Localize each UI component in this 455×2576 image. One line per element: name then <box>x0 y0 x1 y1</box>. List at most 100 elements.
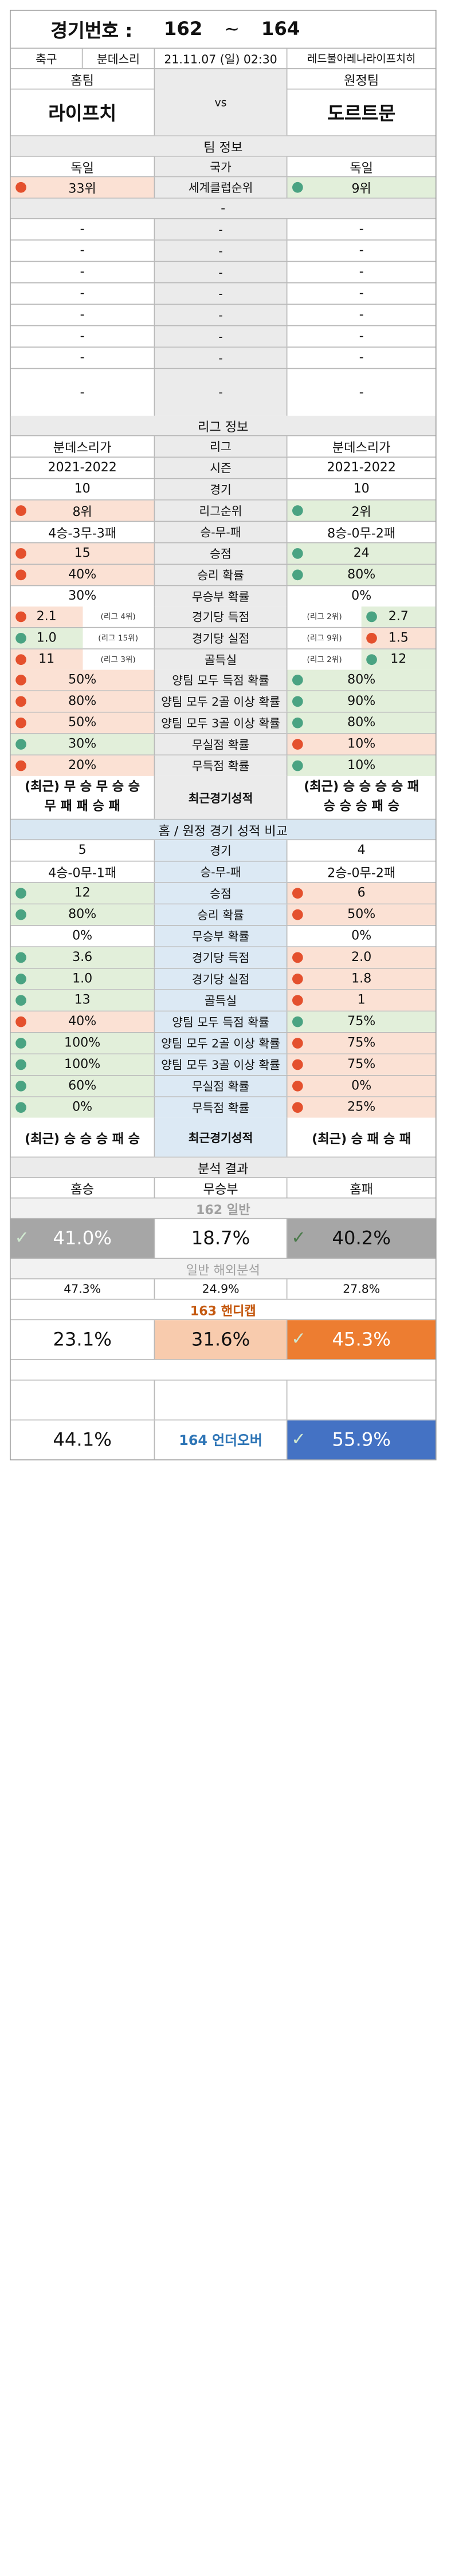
away-value: 80% <box>347 568 376 582</box>
home-value: 1.0 <box>72 971 93 987</box>
indicator-dot <box>15 888 26 899</box>
stat-row: 3.6 경기당 득점 2.0 <box>10 947 436 969</box>
indicator-dot <box>15 995 26 1006</box>
away-value: 2위 <box>351 505 371 520</box>
away-team-label: 원정팀 <box>287 69 436 90</box>
indicator-dot <box>292 1038 303 1049</box>
indicator-dot <box>366 654 377 665</box>
away-value: 2승-0무-2패 <box>327 866 396 881</box>
away-recent-line2: 승 승 승 패 승 <box>323 799 399 814</box>
home-league-rank-note: (리그 4위) <box>100 612 136 621</box>
stat-label: 경기당 득점 <box>191 951 250 965</box>
dash-cell: - <box>155 262 288 282</box>
home-value: 12 <box>74 886 91 901</box>
home-value: 11 <box>38 652 55 667</box>
indicator-dot <box>366 633 377 644</box>
ha-compare-header: 홈 / 원정 경기 성적 비교 <box>10 820 436 841</box>
home-value: 40% <box>68 1014 97 1029</box>
indicator-dot <box>15 909 26 920</box>
stat-row: 60% 무실점 확률 0% <box>10 1076 436 1097</box>
spacer-row <box>10 1360 436 1381</box>
away-value: 8승-0무-2패 <box>327 526 396 542</box>
away-value: 0% <box>351 589 372 604</box>
away-value: 50% <box>347 907 376 922</box>
dash-cell: - <box>359 222 364 237</box>
home-value: 60% <box>68 1078 97 1094</box>
blank-row: --- <box>10 283 436 305</box>
indicator-dot <box>292 909 303 920</box>
dash-cell: - <box>155 219 288 240</box>
stat-label: 경기당 실점 <box>191 632 250 646</box>
away-value: 75% <box>347 1035 376 1051</box>
stat-row: 80% 양팀 모두 2골 이상 확률 90% <box>10 691 436 713</box>
blank-row: --- <box>11 369 436 416</box>
match-number-end: 164 <box>261 18 300 40</box>
tilde: ~ <box>224 18 240 40</box>
home-value: 2021-2022 <box>48 460 117 475</box>
indicator-dot <box>292 888 303 899</box>
away-value: 2.7 <box>388 609 409 624</box>
indicator-dot <box>292 569 303 581</box>
blank-row: --- <box>10 219 436 241</box>
analysis-cols: 홈승 무승부 홈패 <box>10 1178 436 1199</box>
stat-row: 5 경기 4 <box>10 840 436 862</box>
league-info-header: 리그 정보 <box>10 415 436 436</box>
handicap-title: 163 핸디캡 <box>190 1304 256 1319</box>
home-recent-line2: 무 패 패 승 패 <box>44 799 120 814</box>
dash-row: - <box>10 198 436 219</box>
section-title: 분석 결과 <box>10 1157 436 1177</box>
away-value: 4 <box>357 843 366 858</box>
home-ha-recent: (최근) 승 승 승 패 승 <box>11 1117 155 1157</box>
col-home-loss: 홈패 <box>350 1182 374 1198</box>
underover-over: 55.9% <box>332 1429 391 1451</box>
dash-cell: - <box>11 347 155 368</box>
stat-row: 분데스리가 리그 분데스리가 <box>10 436 436 458</box>
away-club-rank: 9위 <box>351 182 371 197</box>
stat-row-ranked: 11 (리그 3위) 골득실 (리그 2위) 12 <box>10 649 436 670</box>
stat-row: 40% 승리 확률 80% <box>10 565 436 586</box>
overseas-title-row: 일반 해외분석 <box>10 1259 436 1279</box>
stat-row: 100% 양팀 모두 3골 이상 확률 75% <box>10 1054 436 1076</box>
team-info-blank-rows: ------------------------ <box>10 219 436 416</box>
team-info-header: 팀 정보 <box>10 136 436 157</box>
blank-row: --- <box>10 262 436 283</box>
stat-label: 경기당 득점 <box>191 610 250 624</box>
stat-row: 4승-0무-1패 승-무-패 2승-0무-2패 <box>10 861 436 883</box>
stat-row: 1.0 경기당 실점 1.8 <box>10 968 436 990</box>
country-label: 국가 <box>155 156 288 176</box>
indicator-dot <box>15 1081 26 1092</box>
stat-label: 승점 <box>210 547 232 561</box>
match-number-label: 경기번호 : <box>50 19 133 42</box>
away-recent-line1: (최근) 승 승 승 승 패 <box>304 779 419 795</box>
indicator-dot <box>292 1102 303 1113</box>
indicator-dot <box>15 760 26 771</box>
away-value: 75% <box>347 1057 376 1072</box>
indicator-dot <box>292 739 303 750</box>
stat-row: 30% 무실점 확률 10% <box>10 734 436 756</box>
away-value: 90% <box>347 694 376 709</box>
stat-row: 4승-3무-3패 승-무-패 8승-0무-2패 <box>10 522 436 543</box>
home-value: 80% <box>68 907 97 922</box>
away-value: 25% <box>347 1100 376 1115</box>
dash-cell: - <box>11 283 155 304</box>
dash-cell: - <box>11 219 155 240</box>
away-league-rank-note: (리그 9위) <box>307 633 342 643</box>
general-home: 41.0% <box>53 1227 112 1250</box>
blank-row: --- <box>10 305 436 326</box>
stat-row: 40% 양팀 모두 득점 확률 75% <box>10 1011 436 1033</box>
indicator-dot <box>366 611 377 623</box>
dash-cell: - <box>11 326 155 347</box>
home-value: 13 <box>74 993 91 1008</box>
general-title-row: 162 일반 <box>10 1198 436 1219</box>
dash-cell: - <box>359 286 364 301</box>
away-value: 10% <box>347 736 376 752</box>
dash-cell: - <box>155 283 288 304</box>
indicator-dot <box>15 611 26 623</box>
away-value: 1.5 <box>388 631 409 646</box>
indicator-dot <box>292 952 303 963</box>
stat-label: 골득실 <box>204 994 237 1008</box>
ha-recent-label: 최근경기성적 <box>155 1117 288 1157</box>
ha-recent-row: (최근) 승 승 승 패 승 최근경기성적 (최근) 승 패 승 패 <box>10 1117 436 1158</box>
league-rows: 분데스리가 리그 분데스리가 2021-2022 시즌 2021-2022 10 경기 10 8위… <box>10 436 436 607</box>
league-short: 분데스리 <box>83 49 155 68</box>
